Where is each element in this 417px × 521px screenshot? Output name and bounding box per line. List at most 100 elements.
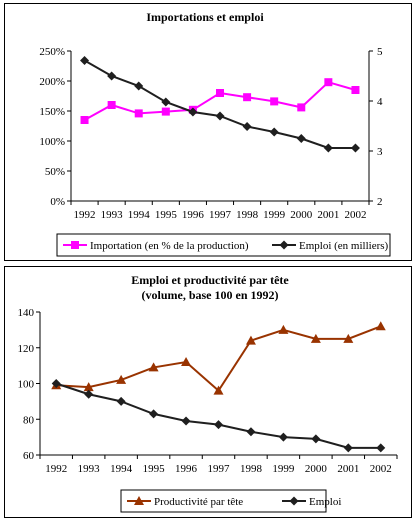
data-point-marker — [243, 93, 252, 102]
data-point-marker — [51, 379, 61, 388]
data-point-marker — [375, 321, 386, 331]
x-tick-label: 2002 — [344, 209, 366, 221]
y-left-tick-label: 250% — [39, 46, 65, 58]
chart-subtitle: (volume, base 100 en 1992) — [142, 288, 279, 302]
x-tick-label: 1999 — [263, 209, 286, 221]
legend-box — [120, 489, 327, 513]
legend-swatch-marker — [134, 496, 144, 505]
legend-entry-label: Importation (en % de la production) — [90, 240, 249, 252]
data-point-marker — [181, 357, 192, 367]
x-tick-label: 1993 — [101, 209, 124, 221]
chart-title: Importations et emploi — [146, 10, 264, 24]
data-point-marker — [351, 86, 360, 94]
x-tick-label: 2000 — [290, 209, 313, 221]
data-point-marker — [278, 324, 289, 334]
data-point-marker — [149, 409, 159, 419]
legend-entry-label: Emploi (en milliers) — [299, 240, 389, 252]
series-1 — [51, 321, 386, 395]
data-point-marker — [116, 374, 127, 384]
x-tick-label: 2002 — [370, 463, 392, 475]
x-tick-label: 1999 — [272, 463, 295, 475]
legend-box — [56, 233, 391, 257]
data-point-marker — [296, 134, 306, 143]
x-tick-label: 1998 — [236, 209, 259, 221]
data-point-marker — [84, 389, 94, 399]
data-point-marker — [297, 103, 306, 112]
data-point-marker — [343, 333, 354, 343]
y-left-tick-label: 140 — [18, 307, 35, 319]
y-right-tick-label: 4 — [377, 96, 383, 108]
y-left-tick-label: 60 — [23, 450, 35, 462]
data-point-marker — [214, 420, 223, 430]
x-tick-label: 1993 — [78, 463, 101, 475]
data-point-marker — [107, 71, 117, 81]
legend: Importation (en % de la production) Emplo… — [56, 233, 391, 257]
y-right-tick-label: 5 — [377, 46, 383, 58]
data-point-marker — [134, 81, 144, 91]
data-point-marker — [80, 116, 89, 124]
legend-swatch-marker — [71, 241, 79, 249]
data-point-marker — [270, 97, 279, 106]
y-left-tick-label: 80 — [23, 414, 35, 426]
data-point-marker — [80, 56, 90, 65]
axes-group: 0% 50% 100% 150% 200% 250% 2 3 4 5 1992 1993 1994 199… — [39, 46, 383, 221]
legend-entry-label: Productivité par tête — [154, 496, 243, 508]
importations-chart: 0% 50% 100% 150% 200% 250% 2 3 4 5 1992 1993 1994 199… — [39, 10, 391, 257]
data-point-marker — [215, 111, 225, 121]
legend-swatch-marker — [289, 496, 299, 506]
x-tick-label: 1997 — [208, 463, 231, 475]
data-point-marker — [161, 97, 171, 107]
data-point-marker — [350, 143, 360, 153]
data-point-marker — [107, 101, 116, 109]
series-1 — [80, 78, 360, 124]
x-tick-label: 1997 — [209, 209, 232, 221]
legend: Productivité par tête Emploi — [120, 489, 341, 513]
x-tick-label: 1996 — [182, 209, 205, 221]
data-point-marker — [242, 122, 252, 131]
chart-panel-importations: 0% 50% 100% 150% 200% 250% 2 3 4 5 1992 1993 1994 199… — [4, 3, 412, 261]
data-point-marker — [83, 382, 94, 392]
x-tick-label: 1995 — [155, 209, 178, 221]
data-point-marker — [213, 385, 224, 395]
y-left-tick-label: 100% — [39, 136, 65, 148]
axes-group: 60 80 100 120 140 1992 1993 1994 1995 1996 1997 199… — [18, 307, 398, 475]
chart-title: Emploi et productivité par tête — [131, 273, 289, 287]
data-point-marker — [343, 443, 353, 453]
y-left-tick-label: 50% — [45, 166, 65, 178]
data-point-marker — [134, 109, 143, 118]
legend-entry-label: Emploi — [309, 496, 341, 508]
y-left-tick-label: 0% — [50, 196, 65, 208]
data-point-marker — [148, 362, 159, 372]
x-tick-label: 1998 — [240, 463, 263, 475]
data-point-marker — [245, 335, 256, 345]
x-tick-label: 2000 — [305, 463, 328, 475]
productivite-chart: 60 80 100 120 140 1992 1993 1994 1995 1996 1997 199… — [18, 273, 398, 513]
y-right-tick-label: 3 — [377, 146, 383, 158]
data-point-marker — [278, 432, 288, 442]
data-point-marker — [246, 427, 256, 437]
x-tick-label: 1992 — [45, 463, 67, 475]
series-2 — [80, 56, 360, 153]
y-right-tick-label: 2 — [377, 196, 383, 208]
data-point-marker — [188, 107, 198, 117]
y-left-tick-label: 150% — [39, 106, 65, 118]
data-point-marker — [116, 396, 126, 406]
x-tick-label: 2001 — [317, 209, 339, 221]
x-tick-label: 1992 — [74, 209, 96, 221]
data-point-marker — [324, 78, 333, 87]
x-tick-label: 1996 — [175, 463, 198, 475]
y-left-tick-label: 120 — [18, 343, 35, 355]
x-tick-label: 1994 — [128, 209, 151, 221]
data-point-marker — [269, 127, 279, 137]
data-point-marker — [323, 143, 333, 153]
x-tick-label: 1994 — [110, 463, 133, 475]
series-2 — [51, 379, 386, 453]
data-point-marker — [311, 434, 321, 444]
series-line — [84, 59, 356, 149]
data-point-marker — [161, 107, 170, 116]
legend-swatch-marker — [279, 240, 289, 250]
data-point-marker — [376, 443, 386, 453]
data-point-marker — [310, 333, 321, 343]
x-tick-label: 2001 — [337, 463, 359, 475]
y-left-tick-label: 200% — [39, 76, 65, 88]
